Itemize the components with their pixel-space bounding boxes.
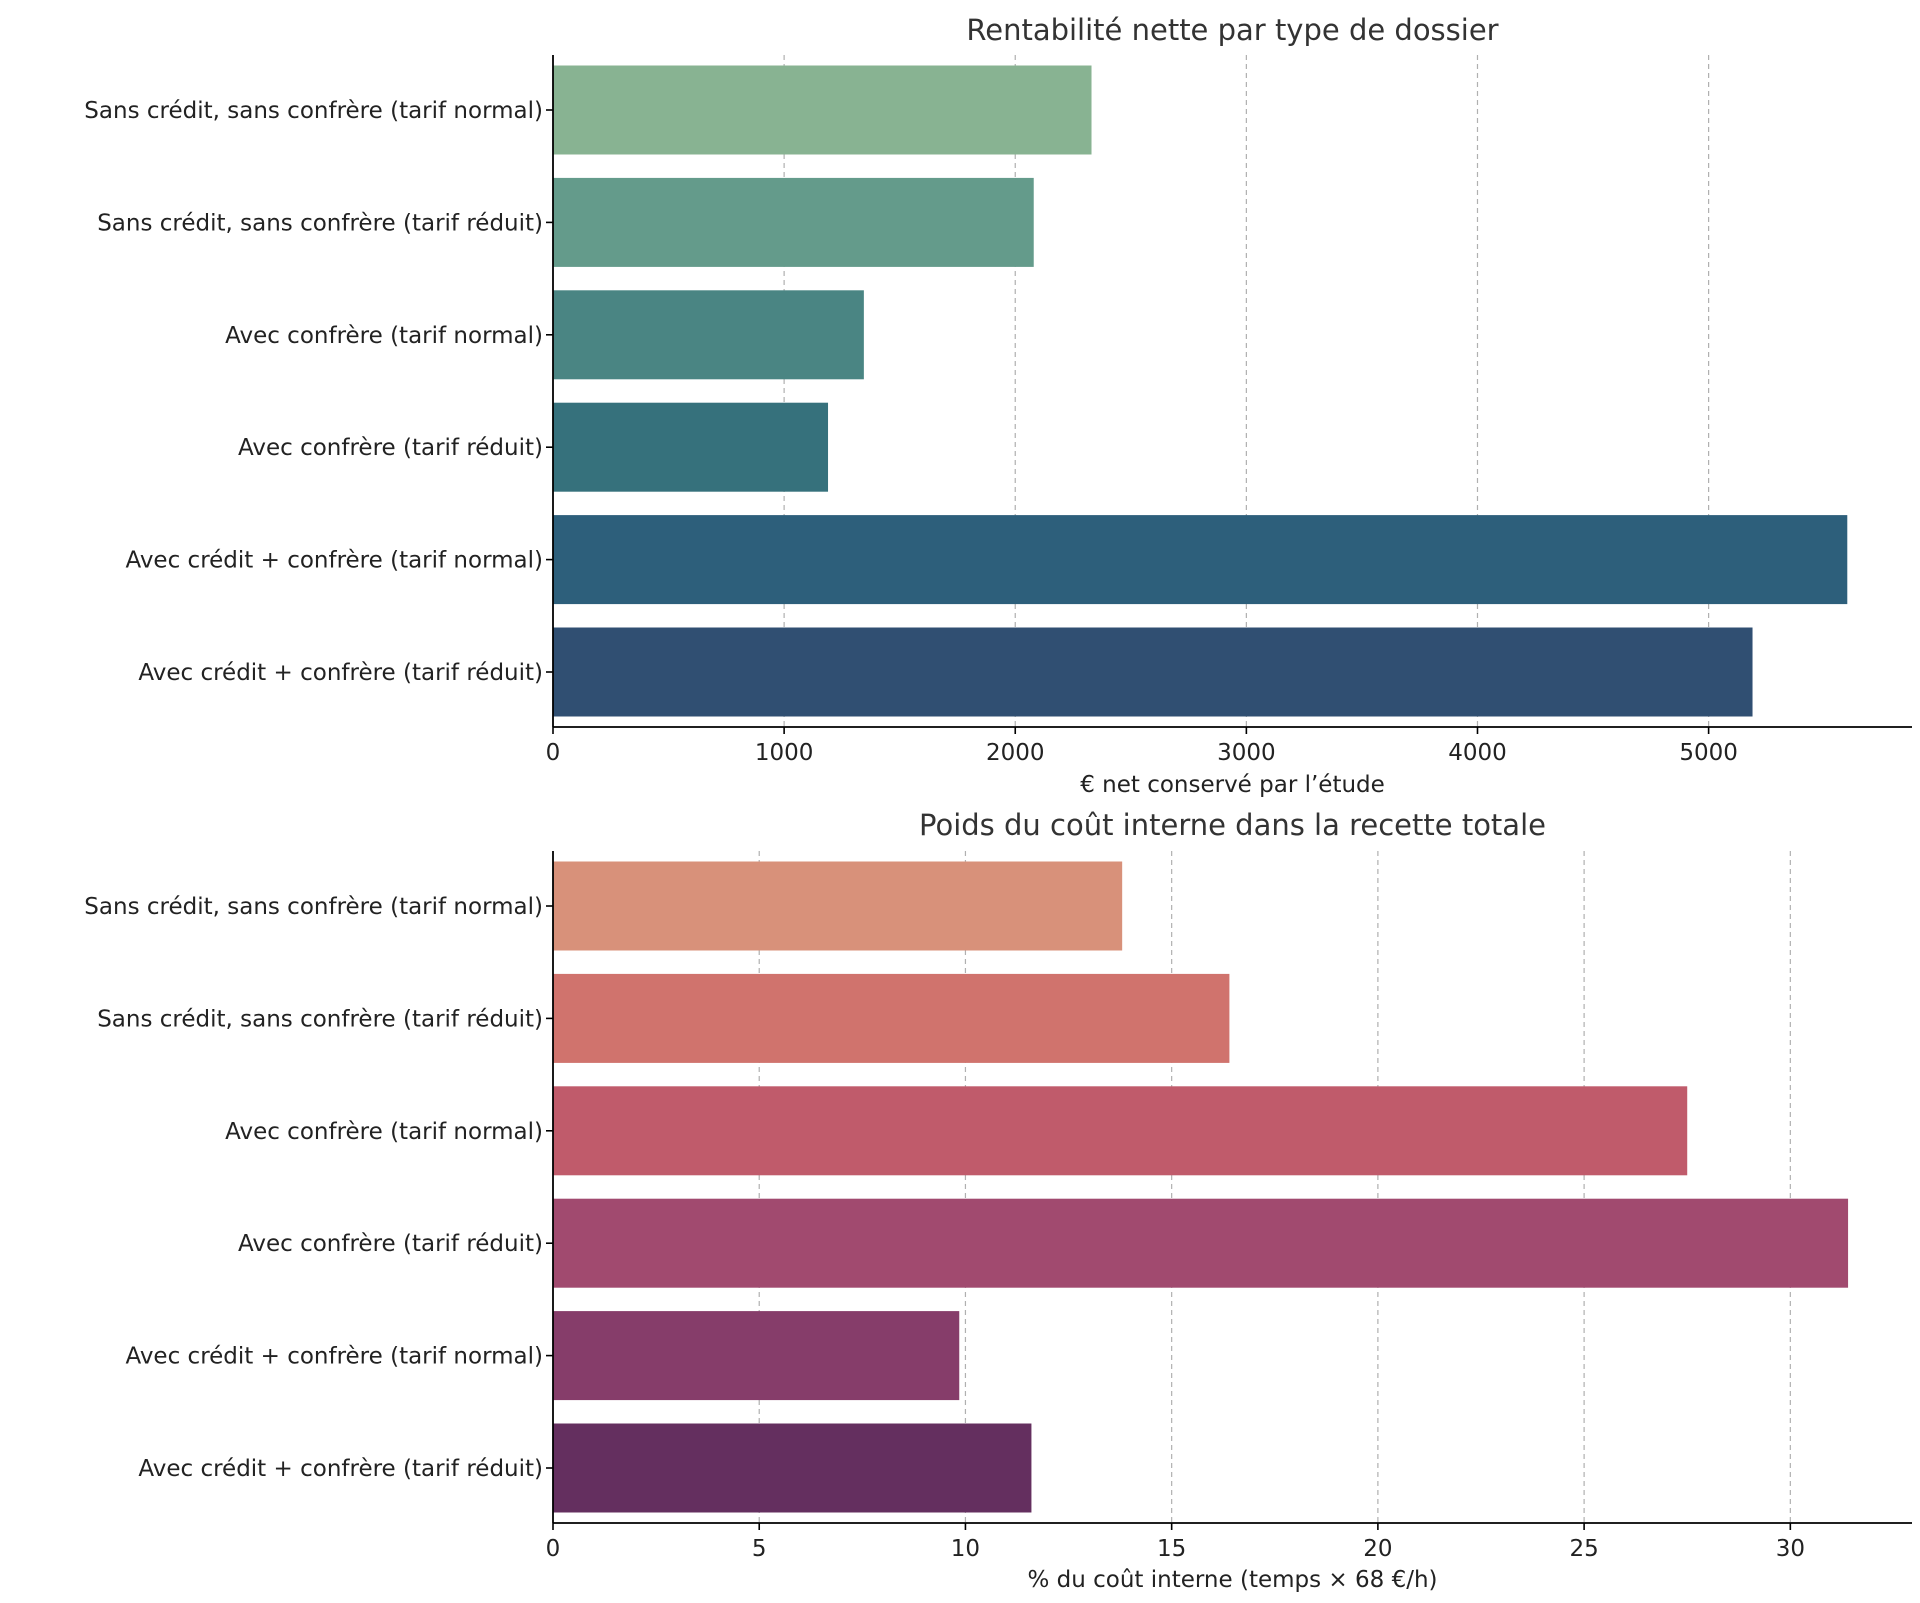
category-label-2: Sans crédit, sans confrère (tarif réduit…: [97, 210, 543, 236]
x-tick-label-5: 5000: [1679, 740, 1738, 766]
x-tick-label-3: 15: [1157, 1536, 1186, 1562]
category-label-2: Sans crédit, sans confrère (tarif réduit…: [97, 1006, 543, 1032]
x-tick-label-3: 3000: [1217, 740, 1276, 766]
bar-3: [553, 1086, 1688, 1176]
category-label-5: Avec crédit + confrère (tarif normal): [125, 548, 543, 574]
x-tick-label-4: 4000: [1448, 740, 1507, 766]
x-tick-label-1: 1000: [755, 740, 814, 766]
x-tick-label-4: 20: [1363, 1536, 1392, 1562]
bar-1: [553, 861, 1123, 951]
category-label-1: Sans crédit, sans confrère (tarif normal…: [84, 98, 543, 124]
x-tick-label-6: 30: [1776, 1536, 1805, 1562]
bar-2: [553, 177, 1034, 267]
bar-4: [553, 1198, 1849, 1288]
x-tick-label-5: 25: [1569, 1536, 1598, 1562]
bar-2: [553, 973, 1230, 1063]
category-label-4: Avec confrère (tarif réduit): [238, 1231, 543, 1257]
bar-6: [553, 1423, 1032, 1513]
x-tick-label-2: 10: [951, 1536, 980, 1562]
category-label-6: Avec crédit + confrère (tarif réduit): [138, 660, 543, 686]
category-label-3: Avec confrère (tarif normal): [225, 1119, 543, 1145]
x-tick-label-1: 5: [752, 1536, 767, 1562]
x-tick-label-0: 0: [546, 1536, 561, 1562]
x-tick-label-0: 0: [546, 740, 561, 766]
bar-1: [553, 65, 1092, 155]
chart-title: Rentabilité nette par type de dossier: [966, 13, 1498, 47]
category-label-6: Avec crédit + confrère (tarif réduit): [138, 1456, 543, 1482]
bar-3: [553, 290, 864, 380]
x-axis-label: € net conservé par l’étude: [1080, 772, 1385, 798]
bar-4: [553, 402, 829, 492]
category-label-5: Avec crédit + confrère (tarif normal): [125, 1344, 543, 1370]
bar-5: [553, 1311, 960, 1401]
bar-5: [553, 515, 1848, 605]
category-label-1: Sans crédit, sans confrère (tarif normal…: [84, 894, 543, 920]
x-axis-label: % du coût interne (temps × 68 €/h): [1027, 1567, 1437, 1593]
category-label-3: Avec confrère (tarif normal): [225, 323, 543, 349]
chart-title: Poids du coût interne dans la recette to…: [919, 808, 1546, 842]
x-tick-label-2: 2000: [986, 740, 1045, 766]
bar-6: [553, 627, 1753, 717]
chart-net-profitability: Sans crédit, sans confrère (tarif normal…: [84, 13, 1912, 798]
category-label-4: Avec confrère (tarif réduit): [238, 435, 543, 461]
chart-internal-cost-share: Sans crédit, sans confrère (tarif normal…: [84, 808, 1912, 1593]
